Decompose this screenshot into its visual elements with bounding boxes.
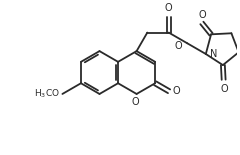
Text: O: O: [221, 84, 228, 94]
Text: H$_3$CO: H$_3$CO: [34, 88, 60, 100]
Text: O: O: [173, 86, 180, 96]
Text: N: N: [210, 49, 217, 59]
Text: O: O: [132, 97, 139, 107]
Text: O: O: [174, 41, 182, 51]
Text: O: O: [198, 10, 206, 20]
Text: O: O: [165, 3, 173, 13]
